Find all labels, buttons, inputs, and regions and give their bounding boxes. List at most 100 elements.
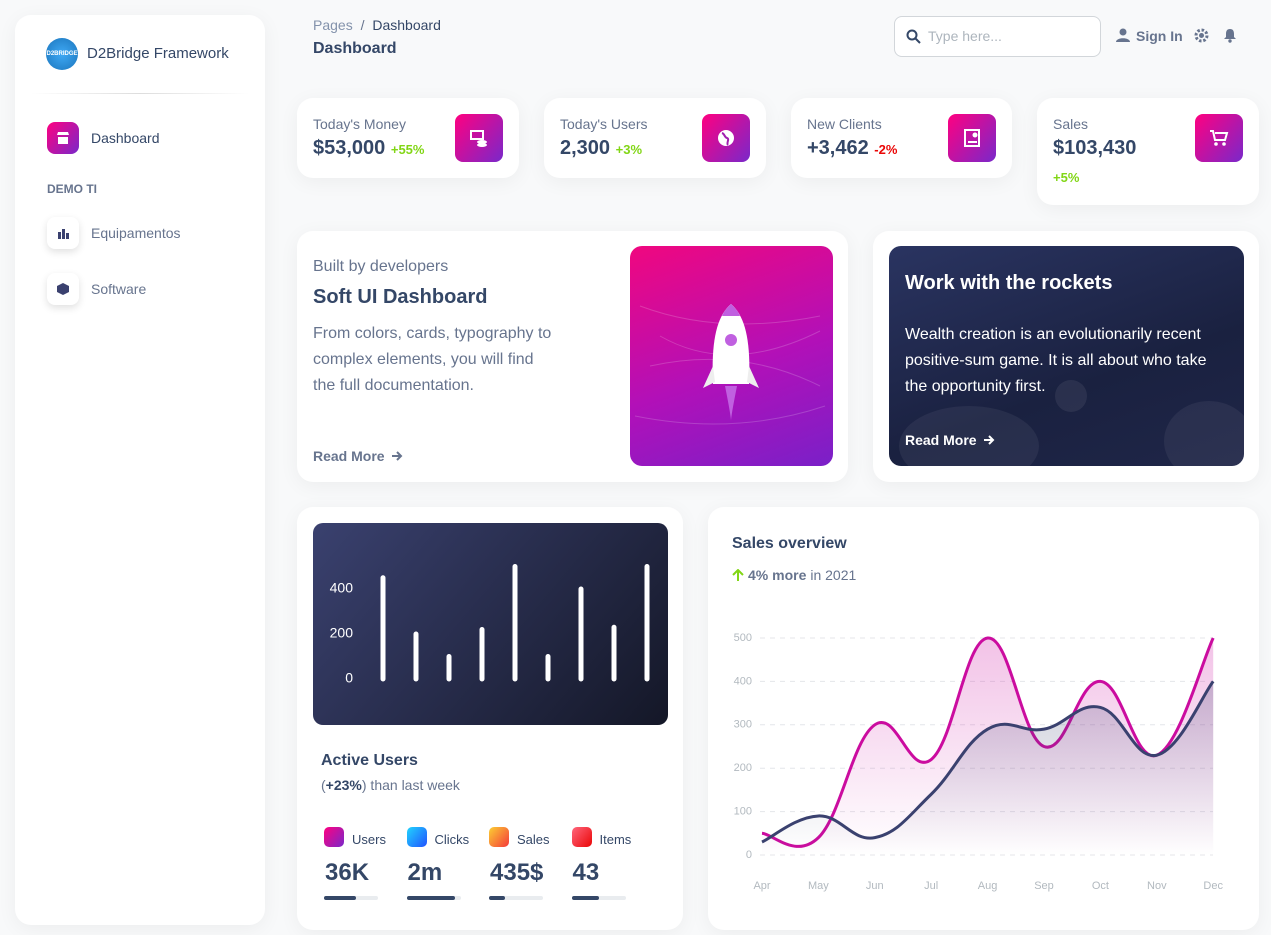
active-users-title: Active Users <box>321 752 418 769</box>
divider <box>31 93 249 94</box>
stat-change: +5% <box>1053 170 1080 185</box>
box-icon <box>57 283 69 295</box>
y-tick-label: 400 <box>330 580 354 596</box>
stat-title: Today's Users <box>560 116 648 132</box>
stat-value: $53,000 +55% <box>313 137 424 160</box>
stat-card: Today's Money $53,000 +55% <box>297 98 519 178</box>
rockets-title: Work with the rockets <box>905 272 1113 294</box>
shop-icon <box>57 132 69 144</box>
metric-label: Users <box>352 832 386 847</box>
y-tick-label: 400 <box>734 675 752 687</box>
sign-in-label: Sign In <box>1136 28 1183 44</box>
progress-track <box>489 896 543 900</box>
change-period: in 2021 <box>810 567 857 583</box>
read-more[interactable]: Read More <box>905 432 995 448</box>
nav-icon <box>47 273 79 305</box>
sales-title: Sales overview <box>732 535 847 552</box>
stat-icon <box>948 114 996 162</box>
chart-icon <box>58 229 69 239</box>
crumb: Pages <box>313 17 353 33</box>
y-tick-label: 0 <box>345 670 353 686</box>
x-tick-label: Dec <box>1203 880 1223 892</box>
nav-software[interactable]: Software <box>31 271 249 307</box>
stat-card: New Clients +3,462 -2% <box>791 98 1012 178</box>
y-tick-label: 300 <box>734 719 752 731</box>
y-tick-label: 500 <box>734 632 752 644</box>
user-icon <box>1116 28 1130 42</box>
rockets-panel: Work with the rockets Wealth creation is… <box>889 246 1244 466</box>
line <box>761 680 1215 844</box>
rockets-card: Work with the rockets Wealth creation is… <box>873 231 1259 482</box>
crumb: Dashboard <box>372 17 441 33</box>
nav-icon <box>47 122 79 154</box>
nav-dashboard[interactable]: Dashboard <box>31 116 249 160</box>
promo-image <box>630 246 833 466</box>
sidebar: D2BRIDGE D2Bridge Framework Dashboard DE… <box>15 15 265 925</box>
y-tick-label: 100 <box>734 806 752 818</box>
read-more[interactable]: Read More <box>313 448 403 464</box>
metric-icon <box>489 827 509 847</box>
search-icon <box>906 29 921 44</box>
stat-number: $103,430 <box>1053 137 1137 159</box>
bar-chart: 0 200 400 <box>330 564 650 686</box>
stat-value: $103,430 +5% <box>1053 137 1136 196</box>
stat-value: +3,462 -2% <box>807 137 897 160</box>
progress-bar <box>489 896 506 900</box>
nav-equipamentos[interactable]: Equipamentos <box>31 215 249 251</box>
metric-label: Sales <box>517 832 550 847</box>
bell-icon[interactable] <box>1223 28 1237 43</box>
stat-title: Today's Money <box>313 116 406 132</box>
progress-track <box>571 896 626 900</box>
stat-icon <box>455 114 503 162</box>
x-tick-label: May <box>808 880 829 892</box>
metric-icon <box>571 827 592 847</box>
stat-change: -2% <box>874 142 898 157</box>
page-title: Dashboard <box>313 40 397 57</box>
progress-bar <box>406 896 456 900</box>
area <box>762 681 1214 855</box>
y-tick-label: 200 <box>330 625 354 641</box>
nav-label: Dashboard <box>91 130 160 146</box>
change-amount: 4% more <box>748 567 807 583</box>
stat-card: Sales $103,430 +5% <box>1037 98 1259 205</box>
stat-change: +3% <box>615 142 643 157</box>
suffix: ) than last week <box>361 777 460 793</box>
rockets-text: Wealth creation is an evolutionarily rec… <box>905 326 1207 395</box>
line <box>761 636 1215 848</box>
brand: D2Bridge Framework <box>87 45 229 62</box>
logo: D2BRIDGE <box>46 38 78 70</box>
x-tick-label: Oct <box>1092 880 1109 892</box>
breadcrumb: Pages / Dashboard <box>313 17 441 33</box>
x-tick-label: Jul <box>924 880 938 892</box>
x-tick-label: Aug <box>978 880 998 892</box>
money-icon <box>470 130 487 147</box>
metric-value: 36K <box>325 859 370 886</box>
search-placeholder: Type here... <box>928 28 1002 44</box>
metric-value: 2m <box>407 859 443 886</box>
stat-number: 2,300 <box>560 137 611 159</box>
cart-icon <box>1210 130 1229 146</box>
search[interactable]: Type here... <box>894 16 1101 57</box>
promo-title: Soft UI Dashboard <box>313 286 488 308</box>
section-label: DEMO TI <box>47 182 97 196</box>
paren: ( <box>321 777 326 793</box>
office-photo <box>899 380 1244 466</box>
up-arrow <box>732 568 744 581</box>
stat-card: Today's Users 2,300 +3% <box>544 98 766 178</box>
progress-bar <box>571 896 599 900</box>
metric-label: Items <box>599 832 632 847</box>
active-users-subtitle: (+23%) than last week <box>321 777 460 793</box>
stat-title: New Clients <box>807 116 882 132</box>
link-label: Read More <box>313 448 385 464</box>
line-chart: 0 100 200 300 400 500 Apr May Jun Jul Aug Sep Oct Nov… <box>734 632 1224 892</box>
x-tick-label: Apr <box>753 880 770 892</box>
promo-kicker: Built by developers <box>313 258 449 275</box>
settings-icon[interactable] <box>1194 28 1209 43</box>
stat-change: +55% <box>390 142 425 157</box>
metric-value: 43 <box>572 859 600 886</box>
x-tick-label: Sep <box>1034 880 1054 892</box>
metric-label: Clicks <box>434 832 470 847</box>
y-tick-label: 200 <box>734 762 752 774</box>
sales-change: 4% more in 2021 <box>732 567 856 583</box>
